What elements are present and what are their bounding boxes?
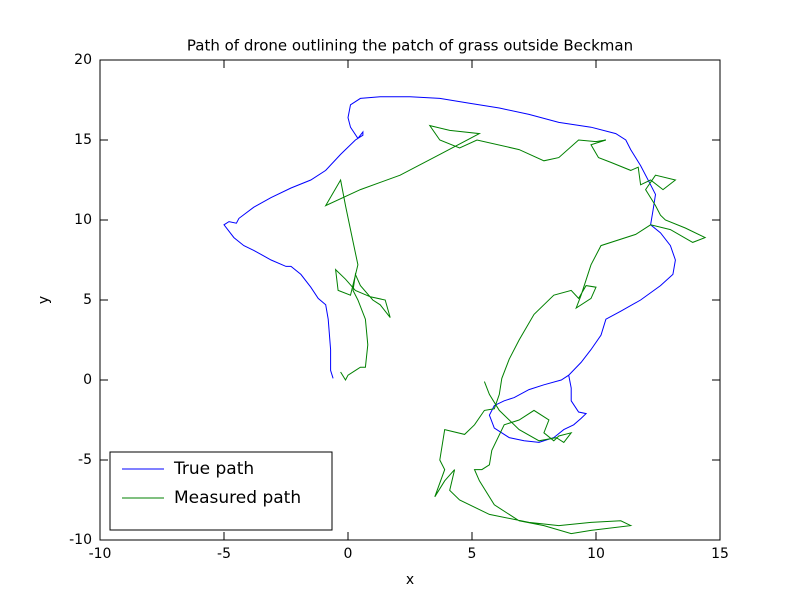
x-axis-label: x bbox=[406, 572, 414, 588]
y-tick-label: 5 bbox=[83, 292, 92, 308]
y-tick-label: 20 bbox=[74, 52, 92, 68]
y-tick-label: 15 bbox=[74, 132, 92, 148]
x-tick-label: 5 bbox=[468, 546, 477, 562]
y-tick-label: 0 bbox=[83, 372, 92, 388]
data-line bbox=[223, 96, 676, 443]
legend-box bbox=[109, 451, 333, 531]
legend: True path Measured path bbox=[109, 451, 333, 531]
y-tick-label: -10 bbox=[69, 532, 92, 548]
x-tick-label: -10 bbox=[89, 546, 112, 562]
chart-title: Path of drone outlining the patch of gra… bbox=[187, 37, 633, 55]
x-tick-label: 0 bbox=[344, 546, 353, 562]
data-line bbox=[324, 124, 707, 535]
y-tick-label: -5 bbox=[78, 452, 92, 468]
x-tick-label: -5 bbox=[217, 546, 231, 562]
y-axis-label: y bbox=[36, 296, 52, 304]
legend-label: True path bbox=[173, 459, 254, 479]
x-tick-label: 10 bbox=[587, 546, 605, 562]
x-tick-label: 15 bbox=[711, 546, 729, 562]
y-tick-label: 10 bbox=[74, 212, 92, 228]
legend-label: Measured path bbox=[174, 488, 301, 508]
